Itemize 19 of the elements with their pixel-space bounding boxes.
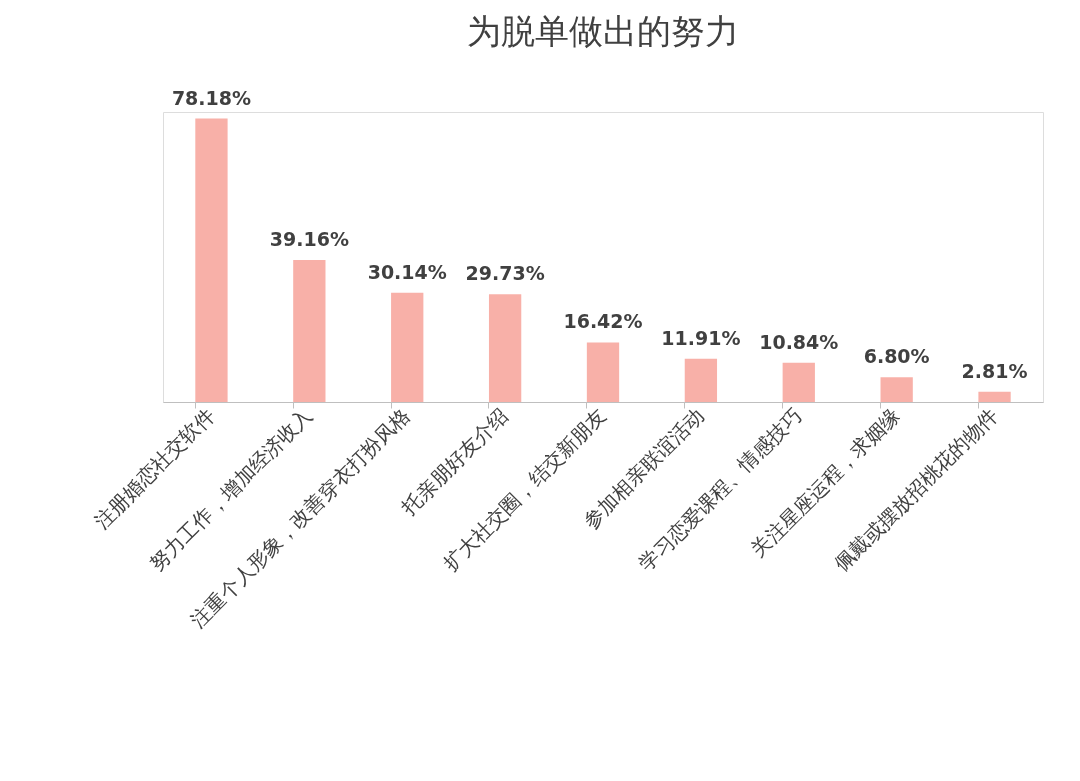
data-label: 10.84% [759, 330, 839, 353]
data-label: 78.18% [171, 86, 252, 109]
bar [978, 391, 1011, 402]
chart-title: 为脱单做出的努力 [467, 10, 739, 51]
data-label: 30.14% [367, 260, 447, 283]
data-label: 16.42% [563, 310, 643, 333]
bar [195, 118, 228, 402]
data-label: 11.91% [661, 326, 741, 349]
bar [782, 362, 815, 402]
bar [880, 377, 913, 402]
data-label: 39.16% [269, 228, 349, 251]
data-label: 6.80% [863, 345, 930, 368]
bar [391, 292, 424, 402]
bar [488, 294, 522, 402]
data-label: 29.73% [465, 262, 545, 285]
bar [293, 260, 326, 402]
bar [586, 342, 620, 402]
bar [684, 358, 718, 402]
data-label: 2.81% [961, 359, 1028, 382]
